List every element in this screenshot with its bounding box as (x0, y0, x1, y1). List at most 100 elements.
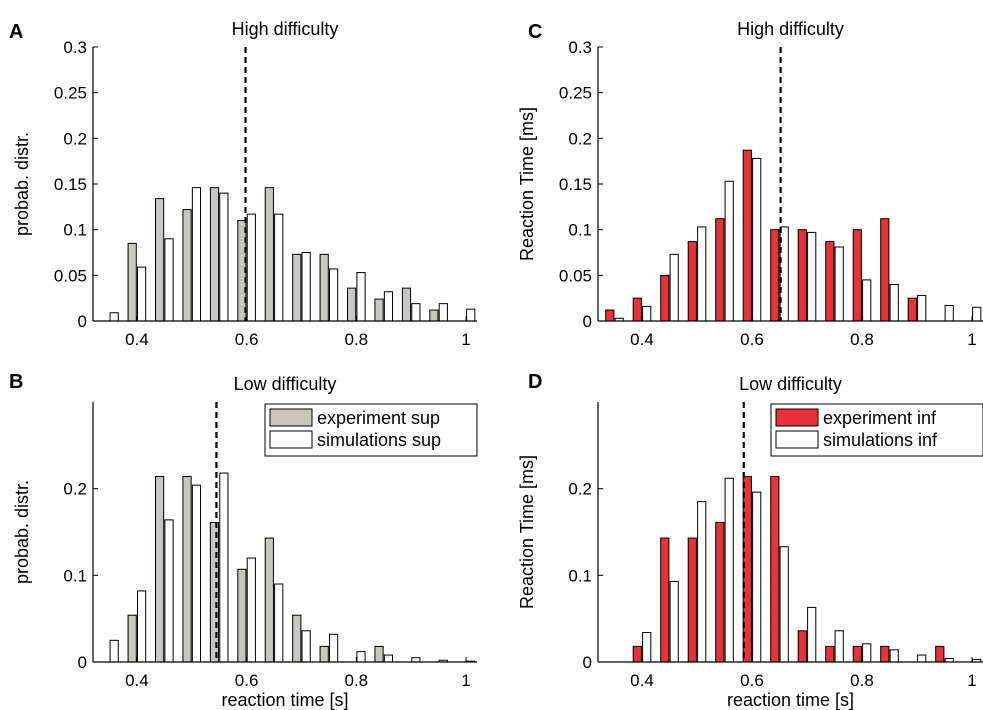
bar-simulation (438, 303, 448, 322)
bar-experiment_sup (264, 537, 274, 663)
bar-simulation (697, 501, 707, 663)
bar-experiment_sup (209, 187, 220, 322)
bar-simulation (246, 557, 256, 663)
bar-simulation (779, 546, 789, 663)
chart-title: Low difficulty (739, 374, 842, 394)
bar-experiment_sup (319, 253, 329, 322)
bar-experiment_sup (155, 198, 165, 322)
bar-simulation (356, 651, 366, 663)
y-tick-label: 0.3 (568, 38, 592, 57)
bar-experiment_inf (770, 476, 780, 663)
y-tick-label: 0.25 (559, 84, 592, 103)
bar-simulation (862, 279, 872, 322)
x-tick-label: 1 (461, 671, 470, 690)
x-tick-label: 1 (967, 671, 976, 690)
bar-simulation (383, 654, 394, 663)
bar-experiment_inf (825, 645, 835, 663)
bar-experiment_inf (880, 218, 890, 322)
x-tick-label: 0.8 (850, 330, 874, 349)
y-tick-label: 0.25 (54, 84, 87, 103)
bar-experiment_sup (292, 614, 302, 663)
bar-experiment_inf (687, 241, 697, 322)
bar-experiment_sup (429, 309, 439, 322)
y-tick-label: 0.1 (568, 566, 592, 585)
bar-simulation (246, 213, 256, 322)
x-tick-label: 0.8 (344, 330, 368, 349)
y-tick-label: 0 (78, 312, 87, 331)
bar-simulation (669, 253, 679, 322)
bar-experiment_inf (797, 630, 807, 663)
chart-panel-a: A High difficulty 0 0.05 0.1 0.15 0.2 0.25 0.3 0.… (9, 19, 477, 349)
bar-simulation (383, 291, 394, 322)
y-tick-label: 0.15 (559, 175, 592, 194)
bar-experiment_inf (770, 229, 780, 322)
panel-letter: B (9, 371, 23, 393)
bar-experiment_inf (632, 645, 642, 663)
chart-title: High difficulty (232, 19, 339, 39)
x-tick-label: 0.6 (235, 671, 259, 690)
bar-experiment_inf (715, 521, 725, 663)
y-tick-label: 0.2 (63, 129, 87, 148)
bar-simulation (972, 306, 982, 322)
x-tick-label: 0.8 (850, 671, 874, 690)
y-axis-label: probab. distr. (12, 480, 32, 584)
chart-title: High difficulty (737, 19, 844, 39)
bar-simulation (274, 583, 284, 663)
bar-experiment_inf (825, 241, 835, 322)
x-tick-label: 0.4 (630, 671, 654, 690)
x-tick-label: 0.6 (235, 330, 259, 349)
bar-simulation (191, 187, 202, 322)
bar-experiment_sup (374, 645, 384, 663)
bar-simulation (807, 606, 817, 663)
chart-panel-c: C High difficulty 0 0.05 0.1 0.15 0.2 0.25 0.3 0.… (517, 19, 983, 349)
chart-panel-b: B Low difficulty 0 0.1 0.2 0.4 0.6 0.8 1 probab. … (9, 371, 478, 710)
bar-simulation (411, 657, 421, 663)
bar-simulation (944, 304, 954, 322)
bar-experiment_sup (127, 242, 137, 322)
y-tick-label: 0.05 (559, 266, 592, 285)
bar-simulation (136, 590, 147, 663)
bar-simulation (328, 268, 339, 322)
bar-experiment_inf (605, 309, 615, 322)
y-tick-label: 0 (583, 653, 592, 672)
bar-experiment_sup (155, 476, 165, 663)
bar-simulation (191, 484, 202, 663)
bar-experiment_sup (127, 614, 137, 663)
y-tick-label: 0.1 (63, 221, 87, 240)
bar-experiment_inf (907, 297, 917, 322)
legend-swatch-experiment_inf (775, 408, 819, 427)
y-tick-label: 0.2 (568, 480, 592, 499)
bar-simulation (917, 654, 927, 663)
legend-label: simulations sup (317, 430, 441, 450)
bar-simulation (724, 180, 734, 322)
x-tick-label: 0.4 (630, 330, 654, 349)
bar-simulation (219, 192, 229, 322)
bar-experiment_inf (852, 229, 862, 322)
bar-experiment_inf (935, 645, 945, 663)
legend-label: experiment inf (823, 408, 937, 428)
x-tick-label: 0.6 (740, 330, 764, 349)
bar-experiment_sup (182, 209, 192, 322)
bar-experiment_inf (742, 149, 752, 322)
y-axis-label: Reaction Time [ms] (517, 455, 537, 609)
x-tick-label: 0.4 (125, 671, 149, 690)
bar-simulation (109, 639, 119, 663)
x-tick-label: 1 (461, 330, 470, 349)
x-tick-label: 0.4 (125, 330, 149, 349)
bar-simulation (274, 213, 284, 322)
bar-experiment_sup (401, 287, 412, 322)
bar-experiment_sup (374, 298, 384, 322)
panel-letter: C (528, 21, 542, 43)
y-tick-label: 0 (583, 312, 592, 331)
y-tick-label: 0.3 (63, 38, 87, 57)
bar-simulation (697, 226, 707, 322)
bar-simulation (642, 305, 652, 322)
bar-simulation (164, 238, 174, 322)
bar-experiment_inf (660, 274, 670, 322)
bar-simulation (752, 157, 762, 322)
y-tick-label: 0.2 (568, 129, 592, 148)
bar-simulation (136, 266, 147, 322)
